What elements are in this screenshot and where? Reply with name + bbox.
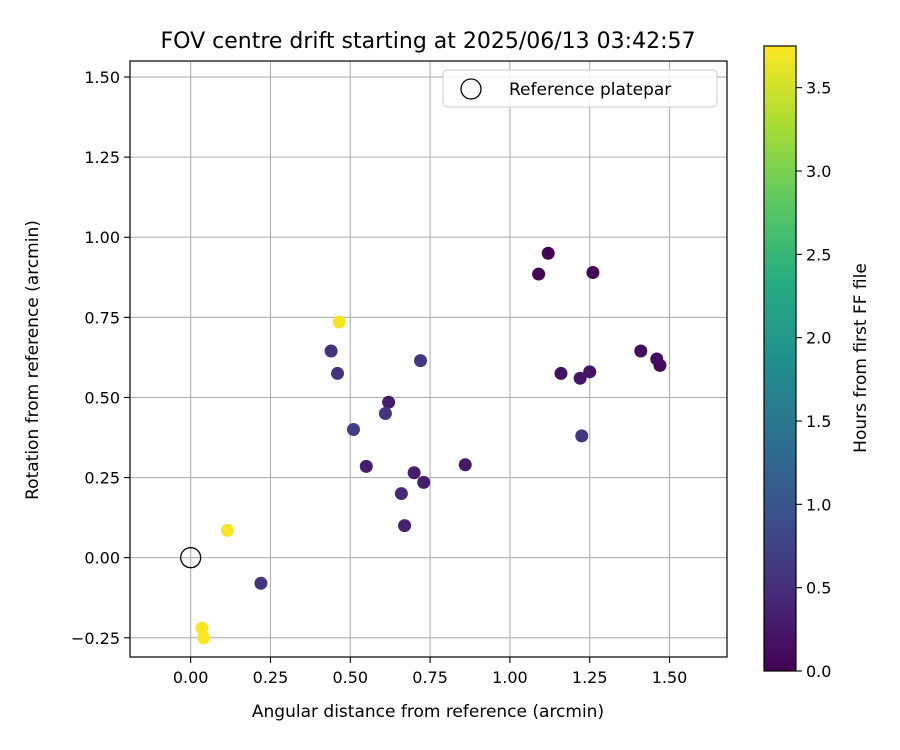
legend-label: Reference platepar	[509, 80, 671, 100]
x-tick-label: 1.25	[572, 668, 608, 687]
scatter-point	[359, 459, 373, 473]
colorbar-tick-label: 2.0	[806, 329, 831, 348]
scatter-point	[196, 631, 210, 645]
scatter-point	[575, 429, 589, 443]
scatter-point	[220, 523, 234, 537]
scatter-point	[346, 422, 360, 436]
scatter-point	[554, 366, 568, 380]
x-tick-label: 0.50	[332, 668, 368, 687]
x-axis-ticks: 0.00 0.25 0.50 0.75 1.00 1.25 1.50	[173, 657, 688, 687]
scatter-point	[417, 475, 431, 489]
reference-marker-layer	[180, 547, 202, 569]
scatter-point	[398, 519, 412, 533]
colorbar-tick-label: 0.0	[806, 662, 831, 681]
colorbar-tick-label: 1.0	[806, 495, 831, 514]
scatter-point	[324, 344, 338, 358]
reference-platepar-marker	[180, 547, 202, 569]
x-tick-label: 1.00	[492, 668, 528, 687]
y-axis-label: Rotation from reference (arcmin)	[23, 220, 43, 500]
colorbar-label: Hours from first FF file	[851, 263, 871, 453]
y-tick-label: 0.75	[84, 308, 120, 327]
scatter-point	[254, 576, 268, 590]
x-axis-label: Angular distance from reference (arcmin)	[252, 702, 604, 722]
scatter-point	[586, 265, 600, 279]
scatter-point	[378, 406, 392, 420]
y-tick-label: 0.00	[84, 549, 120, 568]
scatter-point	[407, 466, 421, 480]
colorbar-ticks: 0.0 0.5 1.0 1.5 2.0 2.5 3.0 3.5	[796, 79, 831, 681]
scatter-point	[650, 352, 664, 366]
colorbar-tick-label: 1.5	[806, 412, 831, 431]
y-tick-label: 0.50	[84, 388, 120, 407]
scatter-point	[382, 395, 396, 409]
scatter-point	[532, 267, 546, 281]
y-tick-label: 1.00	[84, 228, 120, 247]
scatter-point	[634, 344, 648, 358]
scatter-point	[541, 246, 555, 260]
scatter-point	[458, 458, 472, 472]
x-tick-label: 1.50	[652, 668, 688, 687]
colorbar-gradient	[763, 45, 797, 672]
legend-marker-icon	[460, 78, 482, 100]
colorbar-tick-label: 3.5	[806, 79, 831, 98]
scatter-point	[583, 365, 597, 379]
y-tick-label: −0.25	[71, 629, 120, 648]
legend: Reference platepar	[442, 69, 718, 108]
scatter-point	[394, 487, 408, 501]
scatter-point	[332, 315, 346, 329]
scatter-point	[414, 354, 428, 368]
colorbar-tick-label: 3.0	[806, 162, 831, 181]
x-tick-label: 0.00	[173, 668, 209, 687]
plot-frame	[129, 60, 728, 658]
y-tick-label: 1.50	[84, 68, 120, 87]
colorbar-tick-label: 0.5	[806, 579, 831, 598]
scatter-point	[331, 366, 345, 380]
x-tick-label: 0.25	[253, 668, 289, 687]
chart-title: FOV centre drift starting at 2025/06/13 …	[161, 29, 696, 54]
y-tick-label: 0.25	[84, 469, 120, 488]
scatter-point	[573, 371, 587, 385]
colorbar-tick-label: 2.5	[806, 245, 831, 264]
x-tick-label: 0.75	[412, 668, 448, 687]
scatter-point	[195, 621, 209, 635]
y-tick-label: 1.25	[84, 148, 120, 167]
grid-lines	[130, 61, 727, 657]
y-axis-ticks: −0.25 0.00 0.25 0.50 0.75 1.00 1.25 1.50	[71, 68, 130, 648]
scatter-points	[195, 246, 667, 645]
legend-box	[442, 69, 718, 108]
colorbar: 0.0 0.5 1.0 1.5 2.0 2.5 3.0 3.5 Hours from firs…	[763, 45, 871, 681]
